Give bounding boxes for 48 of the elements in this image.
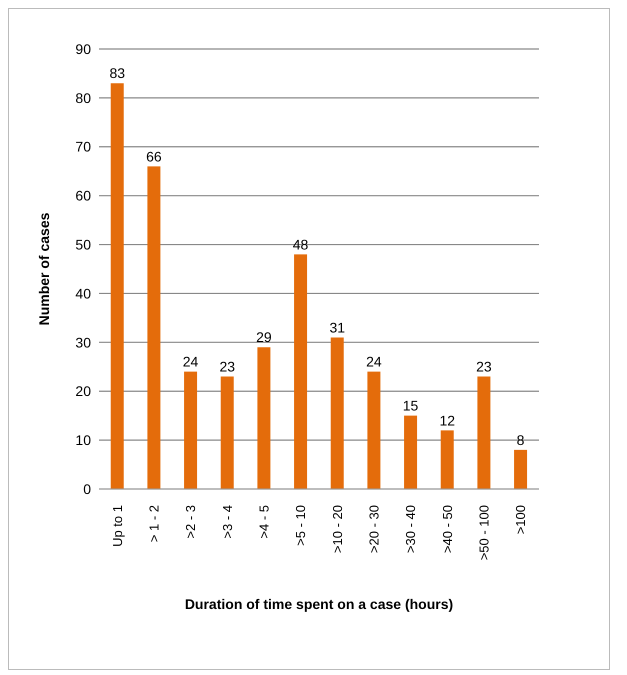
bar — [184, 372, 198, 489]
x-tick-label: >20 - 30 — [366, 505, 382, 554]
y-tick-label: 80 — [75, 90, 92, 106]
data-label: 15 — [402, 398, 419, 414]
bar — [110, 83, 124, 489]
x-tick-label: Up to 1 — [110, 505, 125, 547]
x-axis-title: Duration of time spent on a case (hours) — [184, 596, 454, 612]
y-axis-title: Number of cases — [36, 212, 52, 326]
y-tick-label: 30 — [75, 334, 92, 350]
data-label: 29 — [256, 329, 272, 346]
x-tick-label: >10 - 20 — [330, 505, 345, 554]
x-tick-label: >100 — [513, 505, 528, 534]
y-tick-label: 0 — [83, 480, 92, 497]
bar — [220, 376, 234, 489]
data-label: 83 — [109, 65, 126, 82]
bar — [514, 450, 528, 489]
x-tick-label: > 1 - 2 — [146, 505, 162, 542]
x-tick-label: >40 - 50 — [440, 505, 455, 554]
data-label: 31 — [329, 319, 346, 336]
data-label: 24 — [182, 354, 199, 370]
bar — [440, 430, 454, 489]
y-tick-label: 20 — [75, 383, 92, 400]
x-tick-label: >2 - 3 — [183, 505, 198, 539]
data-label: 23 — [219, 358, 236, 375]
y-tick-label: 50 — [75, 236, 92, 253]
x-tick-label: >30 - 40 — [403, 505, 418, 554]
bar — [294, 254, 308, 489]
x-tick-label: >50 - 100 — [476, 505, 492, 560]
y-tick-label: 40 — [75, 285, 92, 302]
bar — [404, 416, 418, 489]
bar — [257, 347, 270, 489]
data-label: 23 — [476, 358, 492, 375]
bar — [477, 376, 490, 489]
y-tick-label: 90 — [75, 40, 92, 57]
y-tick-label: 70 — [75, 138, 92, 155]
x-tick-label: >4 - 5 — [256, 505, 272, 539]
data-label: 24 — [366, 354, 382, 370]
bar — [367, 372, 380, 489]
data-label: 8 — [516, 432, 525, 448]
bar — [147, 166, 160, 489]
data-label: 48 — [292, 236, 309, 252]
data-label: 66 — [146, 148, 162, 164]
x-tick-label: >5 - 10 — [293, 505, 308, 546]
y-tick-label: 10 — [75, 432, 92, 448]
x-tick-label: >3 - 4 — [220, 505, 235, 539]
y-tick-label: 60 — [75, 188, 92, 204]
data-label: 12 — [439, 412, 456, 428]
bar — [330, 337, 344, 489]
